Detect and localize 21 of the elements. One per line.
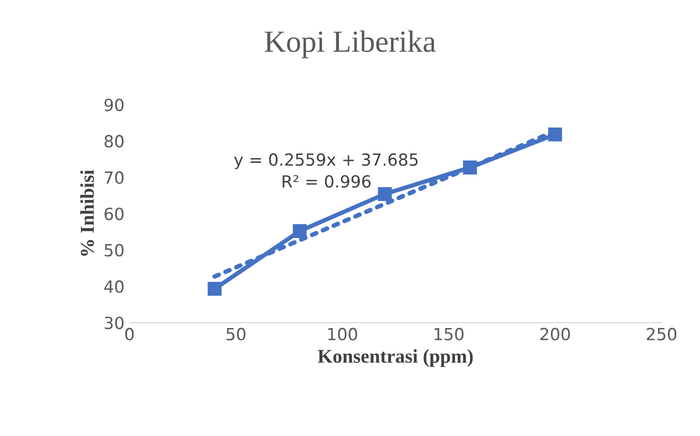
y-axis-title: % Inhibisi xyxy=(80,170,94,256)
point xyxy=(208,282,222,296)
x-tick-label: 0 xyxy=(125,328,134,340)
annotation: R² = 0.996 xyxy=(282,175,371,188)
x-axis-title: Konsentrasi (ppm) xyxy=(318,349,473,367)
x-tick-label: 100 xyxy=(328,328,358,340)
y-tick-label: 40 xyxy=(104,280,124,293)
x-tick-label: 200 xyxy=(540,328,570,340)
x-tick-label: 150 xyxy=(434,328,464,340)
y-tick-label: 50 xyxy=(104,244,124,257)
y-tick-label: 90 xyxy=(104,98,124,112)
annotation: y = 0.2559x + 37.685 xyxy=(234,153,418,170)
chart-title: Kopi Liberika xyxy=(264,30,436,58)
point xyxy=(378,187,392,201)
y-tick-label: 30 xyxy=(104,316,124,330)
point xyxy=(292,224,307,238)
y-tick-label: 70 xyxy=(104,171,124,184)
y-tick-label: 80 xyxy=(104,134,124,148)
y-tick-label: 60 xyxy=(104,208,124,220)
x-tick-label: 50 xyxy=(226,328,246,340)
x-tick-label: 250 xyxy=(646,328,676,340)
